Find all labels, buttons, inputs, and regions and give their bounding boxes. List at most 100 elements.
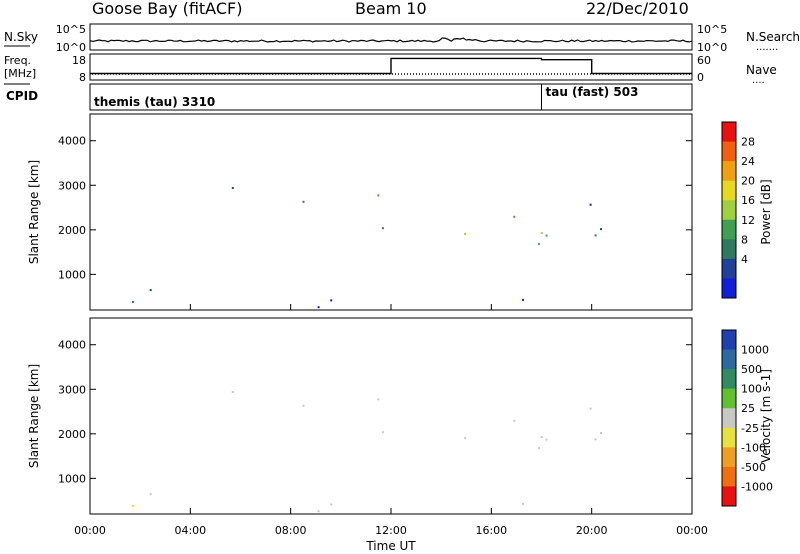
power-cell	[600, 228, 602, 231]
power-plot-bg	[90, 114, 692, 310]
velocity-cell	[522, 502, 524, 505]
power-cell	[464, 232, 467, 235]
colorbar-swatch	[722, 122, 736, 143]
velocity-cell	[377, 398, 380, 401]
ytick-label: 3000	[58, 179, 86, 192]
cpid-segment-1: themis (tau) 3310	[94, 95, 215, 109]
nsky-label: N.Sky	[4, 30, 38, 44]
colorbar-tick: 16	[741, 194, 755, 207]
nsky-panel-frame	[89, 23, 693, 51]
velocity-cbar-label: Velocity [m s-1]	[759, 369, 773, 463]
power-ylabel: Slant Range [km]	[27, 160, 41, 264]
xtick-label: 16:00	[475, 524, 507, 537]
velocity-cell	[537, 447, 540, 450]
colorbar-tick: -25	[741, 422, 759, 435]
power-panel: Slant Range [km] 4000 3000 2000 1000 28 24 20…	[27, 113, 773, 311]
cpid-label: CPID	[6, 89, 38, 103]
colorbar-tick: 12	[741, 214, 755, 227]
power-cbar-label: Power [dB]	[759, 179, 773, 244]
velocity-cell	[231, 391, 234, 393]
colorbar-tick: 20	[741, 175, 755, 188]
ytick-label: 2000	[58, 428, 86, 441]
power-cell	[317, 306, 320, 309]
xtick-label: 04:00	[174, 524, 206, 537]
power-cell	[589, 203, 592, 206]
power-cell	[132, 301, 134, 303]
colorbar-swatch	[722, 278, 736, 299]
nave-tick-top: 60	[697, 54, 711, 67]
velocity-cell	[600, 432, 602, 435]
nsky-panel: N.Sky 10^5 10^0 10^5 10^0 N.Search .....…	[4, 23, 800, 54]
colorbar-tick: -100	[741, 441, 766, 454]
nsearch-tick-top: 10^5	[697, 23, 727, 36]
colorbar-swatch	[722, 219, 736, 240]
velocity-cell	[545, 438, 548, 441]
nave-label: Nave	[746, 63, 777, 77]
freq-unit-label: [MHz]	[4, 67, 36, 80]
colorbar-frame	[721, 121, 737, 299]
xtick-label: 00:00	[74, 524, 106, 537]
power-cell	[330, 299, 333, 302]
x-axis: 00:00 04:00 08:00 12:00 16:00 20:00 00:00	[74, 304, 708, 537]
colorbar-swatch	[722, 239, 736, 260]
colorbar-swatch	[722, 369, 736, 390]
nsky-tick-bottom: 10^0	[56, 41, 86, 54]
nave-tick-bottom: 0	[697, 71, 704, 84]
colorbar-tick: -500	[741, 461, 766, 474]
freq-trace	[90, 57, 692, 75]
velocity-cell	[317, 510, 320, 513]
x-axis-label: Time UT	[365, 539, 416, 553]
velocity-cell	[330, 503, 333, 506]
date-title: 22/Dec/2010	[586, 0, 689, 18]
power-colorbar: 28 24 20 16 12 8 4	[721, 121, 755, 299]
velocity-panel: Slant Range [km] 4000 3000 2000 1000 1000 50…	[27, 317, 773, 515]
colorbar-swatch	[722, 161, 736, 182]
colorbar-swatch	[722, 447, 736, 468]
cpid-panel: CPID themis (tau) 3310 tau (fast) 503	[4, 83, 693, 111]
velocity-cell	[464, 436, 467, 439]
ytick-label: 3000	[58, 383, 86, 396]
colorbar-tick: 1000	[741, 344, 769, 357]
colorbar-swatch	[722, 427, 736, 448]
station-title: Goose Bay (fitACF)	[92, 0, 242, 18]
freq-panel-frame	[89, 53, 693, 81]
colorbar-swatch	[722, 200, 736, 221]
power-cell	[381, 227, 384, 230]
colorbar-tick: -1000	[741, 480, 773, 493]
power-cell	[302, 200, 305, 203]
xtick-label: 12:00	[375, 524, 407, 537]
velocity-cell	[302, 404, 305, 407]
colorbar-tick: 25	[741, 402, 755, 415]
beam-title: Beam 10	[355, 0, 427, 18]
velocity-colorbar: 1000 500 100 25 -25 -100 -500 -1000	[721, 329, 773, 507]
power-cell	[540, 232, 543, 235]
velocity-cell	[513, 419, 516, 422]
colorbar-tick: 4	[741, 253, 748, 266]
velocity-cell	[540, 436, 543, 439]
power-cell	[522, 298, 524, 301]
nsearch-tick-bottom: 10^0	[697, 41, 727, 54]
colorbar-swatch	[722, 408, 736, 429]
power-cell	[537, 243, 540, 246]
colorbar-swatch	[722, 141, 736, 162]
velocity-scatter	[132, 391, 602, 513]
freq-panel: Freq. [MHz] 18 8 60 0 Nave ....	[4, 53, 777, 86]
colorbar-swatch	[722, 258, 736, 279]
ytick-label: 1000	[58, 472, 86, 485]
velocity-cell	[594, 438, 597, 441]
xtick-label: 20:00	[576, 524, 608, 537]
power-cell	[149, 289, 152, 292]
xtick-label: 00:00	[676, 524, 708, 537]
power-cell	[377, 194, 380, 197]
freq-tick-bottom: 8	[79, 71, 86, 84]
power-scatter	[132, 187, 602, 309]
colorbar-swatch	[722, 466, 736, 487]
colorbar-swatch	[722, 180, 736, 201]
freq-label: Freq.	[4, 54, 31, 67]
nsky-tick-top: 10^5	[56, 23, 86, 36]
power-cell	[513, 215, 516, 218]
cpid-panel-frame	[89, 83, 693, 111]
colorbar-swatch	[722, 388, 736, 409]
cpid-segment-2: tau (fast) 503	[546, 85, 639, 99]
colorbar-tick: 100	[741, 383, 762, 396]
